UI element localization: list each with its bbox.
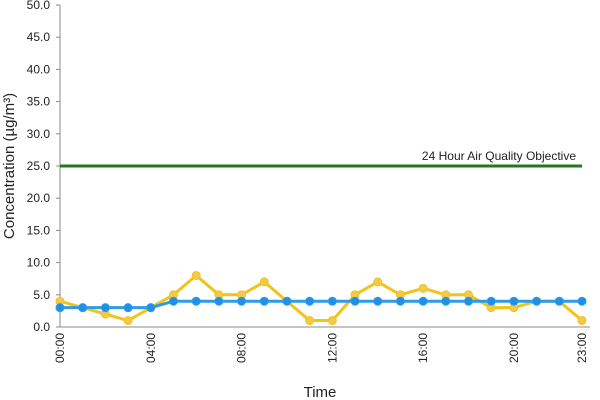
data-point — [146, 303, 156, 313]
x-tick-label: 16:00 — [416, 333, 430, 363]
data-point — [259, 296, 269, 306]
data-point — [214, 296, 224, 306]
data-point — [350, 296, 360, 306]
y-tick-label: 40.0 — [27, 62, 51, 76]
data-point — [464, 296, 474, 306]
data-point — [237, 296, 247, 306]
y-tick-label: 35.0 — [27, 95, 51, 109]
y-tick-label: 5.0 — [33, 288, 50, 302]
y-tick-label: 10.0 — [27, 256, 51, 270]
data-point — [55, 303, 65, 313]
data-point — [418, 283, 428, 293]
y-tick-label: 25.0 — [27, 159, 51, 173]
x-tick-label: 20:00 — [507, 333, 521, 363]
data-point — [395, 296, 405, 306]
data-point — [259, 277, 269, 287]
x-tick-label: 00:00 — [53, 333, 67, 363]
data-point — [532, 296, 542, 306]
data-point — [305, 316, 315, 326]
data-point — [577, 316, 587, 326]
y-axis-title: Concentration (µg/m³) — [1, 93, 18, 239]
data-point — [191, 270, 201, 280]
y-tick-label: 15.0 — [27, 223, 51, 237]
data-point — [418, 296, 428, 306]
data-point — [441, 296, 451, 306]
data-point — [327, 296, 337, 306]
x-tick-label: 23:00 — [575, 333, 589, 363]
data-point — [282, 296, 292, 306]
y-tick-label: 30.0 — [27, 127, 51, 141]
data-point — [305, 296, 315, 306]
data-point — [486, 296, 496, 306]
data-point — [373, 277, 383, 287]
y-tick-label: 50.0 — [27, 0, 51, 12]
x-tick-label: 12:00 — [325, 333, 339, 363]
data-point — [327, 316, 337, 326]
y-tick-label: 20.0 — [27, 191, 51, 205]
y-tick-label: 0.0 — [33, 320, 50, 334]
data-point — [554, 296, 564, 306]
data-point — [577, 296, 587, 306]
x-axis-title: Time — [304, 384, 337, 400]
x-tick-label: 08:00 — [235, 333, 249, 363]
x-tick-label: 04:00 — [144, 333, 158, 363]
y-tick-label: 45.0 — [27, 30, 51, 44]
data-point — [191, 296, 201, 306]
data-point — [78, 303, 88, 313]
data-point — [100, 303, 110, 313]
data-point — [168, 296, 178, 306]
series-line — [59, 273, 583, 323]
data-point — [373, 296, 383, 306]
reference-label: 24 Hour Air Quality Objective — [422, 149, 576, 163]
data-point — [123, 303, 133, 313]
data-point — [509, 296, 519, 306]
data-point — [123, 316, 133, 326]
